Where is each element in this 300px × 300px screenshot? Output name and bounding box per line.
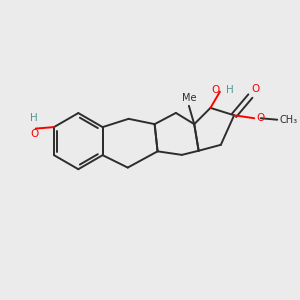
- Text: O: O: [212, 85, 220, 95]
- Text: O: O: [252, 84, 260, 94]
- Text: CH₃: CH₃: [279, 115, 297, 125]
- Text: O: O: [30, 129, 38, 139]
- Text: O: O: [256, 113, 265, 123]
- Text: H: H: [226, 85, 234, 95]
- Text: H: H: [30, 113, 38, 123]
- Text: Me: Me: [182, 94, 196, 103]
